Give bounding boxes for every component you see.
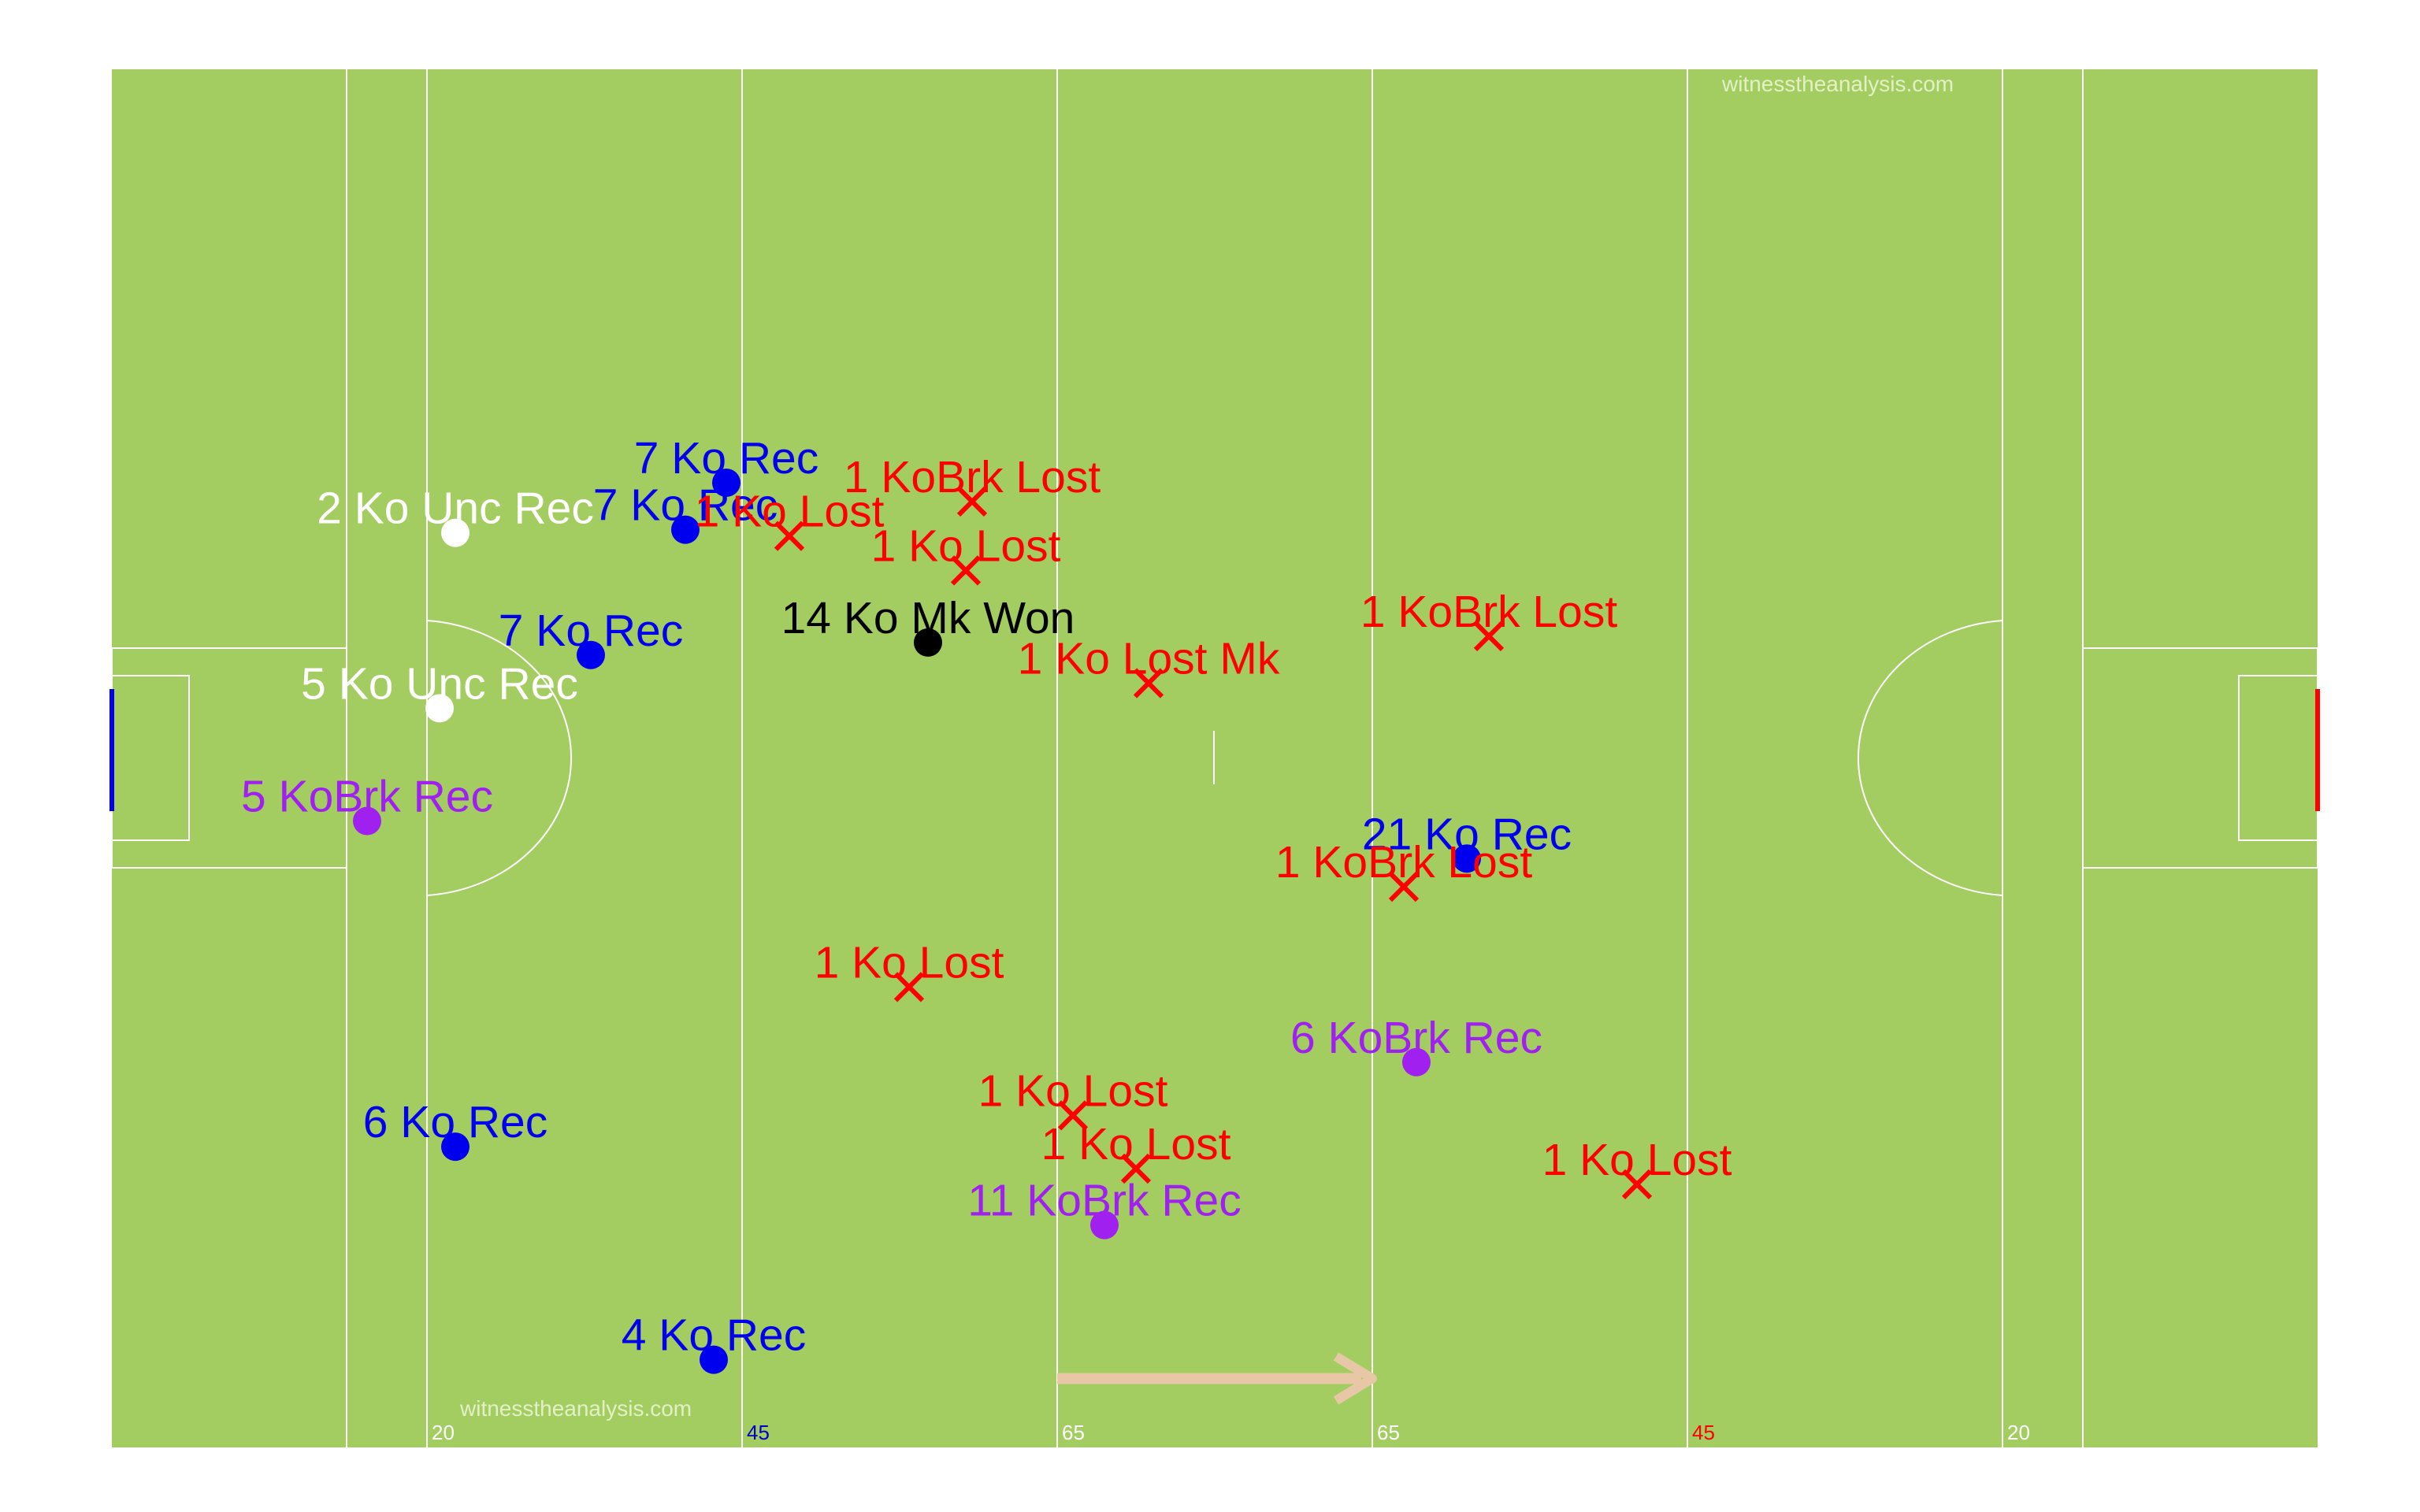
yard-marker-3: 65 xyxy=(1377,1421,1400,1444)
yard-marker-1: 45 xyxy=(747,1421,770,1444)
event-label-9: 6 KoBrk Rec xyxy=(1290,1013,1542,1063)
event-label-6: 2 Ko Unc Rec xyxy=(317,484,594,534)
event-label-0: 7 Ko Rec xyxy=(634,433,818,484)
yard-marker-2: 65 xyxy=(1062,1421,1085,1444)
event-label-17: 1 KoBrk Lost xyxy=(1275,837,1532,888)
yard-marker-0: 20 xyxy=(432,1421,455,1444)
event-label-15: 1 KoBrk Lost xyxy=(1360,587,1617,637)
event-label-5: 4 Ko Rec xyxy=(622,1310,806,1361)
event-label-4: 6 Ko Rec xyxy=(363,1097,547,1147)
event-label-16: 1 Ko Lost Mk xyxy=(1018,634,1280,684)
event-label-8: 5 KoBrk Rec xyxy=(241,772,493,822)
event-label-21: 1 Ko Lost xyxy=(1542,1135,1732,1185)
event-label-20: 1 Ko Lost xyxy=(1041,1119,1231,1169)
event-label-18: 1 Ko Lost xyxy=(815,937,1004,988)
event-label-19: 1 Ko Lost xyxy=(978,1065,1168,1116)
watermark-bottom: witnesstheanalysis.com xyxy=(459,1396,692,1421)
yard-marker-5: 20 xyxy=(2007,1421,2030,1444)
event-label-2: 7 Ko Rec xyxy=(499,606,683,656)
event-label-10: 11 KoBrk Rec xyxy=(967,1176,1241,1226)
yard-marker-4: 45 xyxy=(1692,1421,1715,1444)
event-label-14: 1 Ko Lost xyxy=(871,521,1061,571)
watermark-top: witnesstheanalysis.com xyxy=(1721,72,1954,96)
event-label-13: 1 Ko Lost xyxy=(695,487,885,537)
event-label-7: 5 Ko Unc Rec xyxy=(301,658,578,709)
